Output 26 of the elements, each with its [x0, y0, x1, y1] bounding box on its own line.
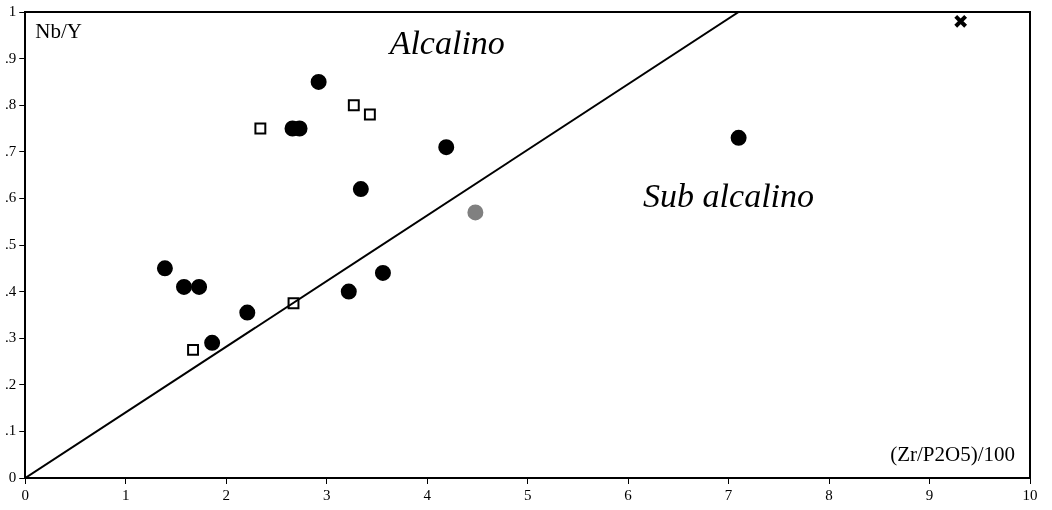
x-tick-label: 3 [322, 486, 331, 503]
x-tick-label: 5 [523, 486, 532, 503]
y-tick-label: 1 [8, 2, 17, 19]
x-tick-label: 2 [222, 486, 230, 503]
x-tick-label: 0 [21, 486, 29, 503]
y-tick-label: .7 [5, 142, 17, 159]
x-tick-label: 8 [825, 486, 833, 503]
y-tick-label: .1 [5, 422, 17, 439]
y-tick-label: .5 [5, 235, 17, 252]
x-tick-label: 6 [624, 486, 633, 503]
annotation: Alcalino [387, 23, 505, 61]
x-tick-label: 1 [121, 486, 130, 503]
y-tick-label: .6 [5, 189, 17, 206]
y-tick-label: .2 [5, 375, 17, 392]
y-tick-label: .3 [5, 329, 17, 346]
y-tick-label: .8 [5, 96, 17, 113]
y-axis-title: Nb/Y [35, 19, 82, 44]
y-tick-label: .4 [5, 282, 17, 299]
x-tick-label: 4 [423, 486, 432, 503]
x-axis-title: (Zr/P2O5)/100 [890, 442, 1015, 467]
x-tick-label: 7 [724, 486, 733, 503]
x-tick-label: 9 [925, 486, 934, 503]
y-tick-label: .9 [5, 49, 17, 66]
y-tick-label: 0 [8, 468, 17, 485]
x-tick-label: 10 [1022, 486, 1038, 503]
annotation: Sub alcalino [643, 177, 815, 215]
